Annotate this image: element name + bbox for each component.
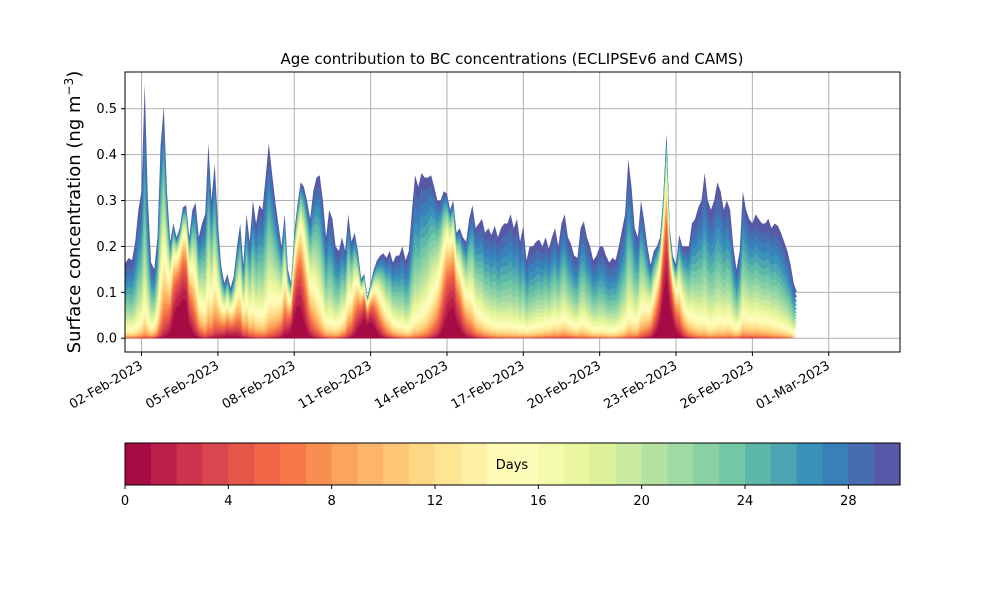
colorbar-cell [615,443,643,485]
plot-frame [124,71,901,353]
colorbar-cell [357,443,384,485]
colorbar-cell [667,443,694,485]
grid-lines [125,72,900,352]
colorbar-cell [331,443,359,485]
colorbar-cell [254,443,281,485]
colorbar-cell [383,443,410,485]
age-stacked-areas [125,83,797,339]
colorbar: Days 0 4 8 12 16 20 24 28 [121,442,901,509]
colorbar-cell [693,443,720,485]
colorbar-tick-label: 0 [121,494,129,509]
colorbar-cell [150,443,178,485]
colorbar-cell [641,443,669,485]
colorbar-tick-label: 20 [633,494,650,509]
colorbar-tick-label: 12 [427,494,444,509]
colorbar-cell [202,443,229,485]
y-tick-label: 0.5 [96,102,117,117]
colorbar-cell [590,443,617,485]
colorbar-cell [228,443,255,485]
colorbar-cells [125,443,901,485]
colorbar-cell [770,443,798,485]
y-axis-ticks: 0.0 0.1 0.2 0.3 0.4 0.5 [96,102,125,347]
colorbar-cell [822,443,849,485]
y-tick-label: 0.1 [96,286,117,301]
colorbar-cell [745,443,772,485]
colorbar-tick-label: 8 [328,494,336,509]
plot-area: 0.00.10.20.30.40.5 02-Feb-202305-Feb-202… [67,71,901,413]
colorbar-cell [409,443,436,485]
colorbar-cell [512,443,539,485]
y-tick-label: 0.4 [96,148,117,163]
colorbar-cell [435,443,462,485]
colorbar-cell [538,443,565,485]
colorbar-cell [305,443,333,485]
age-band-1-to-2-days [125,259,797,339]
chart-title: Age contribution to BC concentrations (E… [281,50,744,68]
colorbar-cell [486,443,514,485]
colorbar-label: Days [496,458,529,473]
colorbar-cell [874,443,901,485]
colorbar-tick-label: 4 [224,494,232,509]
colorbar-cell [125,443,152,485]
y-axis-label: Surface concentration (ng m−3) [62,71,85,354]
colorbar-tick-label: 24 [737,494,754,509]
colorbar-cell [719,443,746,485]
colorbar-cell [280,443,307,485]
colorbar-frame [124,442,901,486]
y-tick-label: 0.0 [96,332,117,347]
colorbar-ticks: 0 4 8 12 16 20 24 28 [121,485,857,509]
colorbar-tick-label: 28 [840,494,857,509]
colorbar-cell [460,443,488,485]
colorbar-cell [848,443,875,485]
colorbar-cell [796,443,824,485]
colorbar-tick-label: 16 [530,494,547,509]
age-band-0-to-1-days [125,276,797,339]
colorbar-cell [564,443,591,485]
y-tick-label: 0.3 [96,194,117,209]
y-tick-label: 0.2 [96,240,117,255]
colorbar-cell [176,443,204,485]
